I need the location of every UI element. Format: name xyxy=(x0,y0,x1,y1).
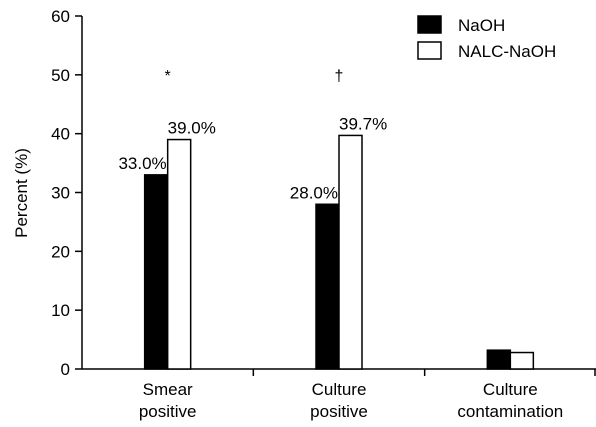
x-category-label: Culture xyxy=(312,380,367,399)
y-tick-label: 10 xyxy=(51,301,70,320)
data-label: 39.7% xyxy=(339,114,387,133)
x-category-label: Culture xyxy=(483,380,538,399)
y-tick-label: 60 xyxy=(51,7,70,26)
significance-markers: * † xyxy=(165,68,344,85)
y-tick-label: 30 xyxy=(51,184,70,203)
y-tick-label: 40 xyxy=(51,125,70,144)
data-label: 28.0% xyxy=(290,183,338,202)
x-category-label: positive xyxy=(310,402,368,421)
y-tick-label: 50 xyxy=(51,66,70,85)
bar-naoh xyxy=(315,203,340,370)
bar-nalc-naoh xyxy=(338,134,363,370)
data-label: 33.0% xyxy=(118,154,166,173)
bar-naoh xyxy=(143,174,169,370)
y-axis-title: Percent (%) xyxy=(12,148,31,238)
bar-naoh xyxy=(486,349,512,370)
bar-nalc-naoh xyxy=(509,351,535,370)
legend-swatch-nalc-naoh xyxy=(417,41,442,60)
significance-marker: * xyxy=(165,68,171,85)
x-category-label: Smear xyxy=(143,380,193,399)
y-tick-label: 0 xyxy=(61,360,70,379)
legend-label: NaOH xyxy=(458,16,505,35)
y-axis: 0 10 20 30 40 50 60 xyxy=(51,7,83,379)
y-tick-label: 20 xyxy=(51,242,70,261)
significance-marker: † xyxy=(335,68,344,85)
x-axis: Smear positive Culture positive Culture conta… xyxy=(82,368,596,421)
legend-swatch-naoh xyxy=(417,15,442,34)
x-category-label: contamination xyxy=(457,402,563,421)
legend-label: NALC-NaOH xyxy=(458,42,556,61)
data-label: 39.0% xyxy=(168,119,216,138)
bar-nalc-naoh xyxy=(166,138,192,370)
x-category-label: positive xyxy=(139,402,197,421)
legend: NaOH NALC-NaOH xyxy=(417,15,556,61)
data-labels: 33.0% 28.0% 39.0% 39.7% xyxy=(118,114,387,202)
bars xyxy=(143,134,535,370)
